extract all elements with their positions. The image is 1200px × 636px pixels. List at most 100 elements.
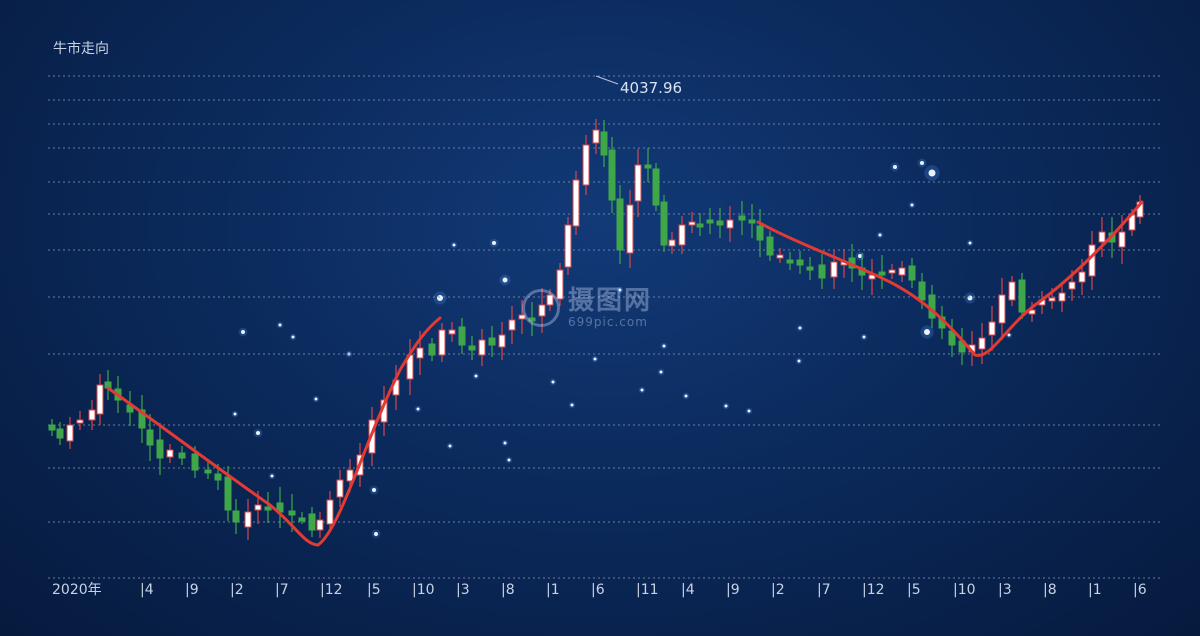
candle-body-3: [76, 419, 84, 424]
x-tick-label-7: |10: [412, 582, 435, 598]
star-14: [256, 431, 260, 435]
candle-body-60: [652, 168, 660, 206]
x-tick-label-18: |5: [907, 582, 921, 598]
x-tick-label-3: |2: [230, 582, 244, 598]
candle-body-51: [572, 179, 580, 227]
candle-body-38: [448, 329, 456, 335]
star-34: [314, 397, 318, 401]
candle-body-66: [706, 219, 714, 224]
candle-body-61: [660, 201, 668, 246]
x-tick-label-5: |12: [320, 582, 343, 598]
candle-body-37: [438, 329, 446, 356]
x-tick-label-4: |7: [275, 582, 289, 598]
star-3: [928, 169, 936, 177]
candle-body-96: [1008, 281, 1016, 301]
candle-body-95: [998, 294, 1006, 324]
candle-body-19: [244, 511, 252, 528]
x-tick-label-10: |1: [546, 582, 560, 598]
candle-body-86: [908, 265, 916, 281]
candle-body-52: [582, 144, 590, 186]
x-tick-label-20: |3: [998, 582, 1012, 598]
star-38: [878, 233, 882, 237]
candle-body-63: [678, 224, 686, 246]
star-39: [1007, 333, 1011, 337]
star-36: [798, 326, 802, 330]
star-35: [416, 407, 420, 411]
candle-body-98: [1028, 309, 1036, 315]
x-tick-label-1: |4: [140, 582, 154, 598]
star-7: [967, 295, 973, 301]
candle-body-44: [508, 319, 516, 331]
candle-body-15: [204, 469, 212, 474]
candle-body-28: [336, 479, 344, 498]
star-22: [570, 403, 574, 407]
candle-body-68: [726, 219, 734, 229]
candle-body-88: [928, 294, 936, 319]
x-tick-label-13: |4: [681, 582, 695, 598]
star-40: [474, 374, 478, 378]
candle-body-4: [88, 409, 96, 421]
star-31: [278, 323, 282, 327]
star-28: [503, 441, 507, 445]
star-0: [437, 295, 443, 301]
candle-body-1: [56, 428, 64, 439]
star-8: [968, 241, 972, 245]
star-12: [372, 488, 376, 492]
star-10: [924, 329, 930, 335]
star-4: [920, 161, 924, 165]
star-9: [858, 254, 862, 258]
star-32: [291, 335, 295, 339]
candle-body-25: [308, 513, 316, 531]
star-18: [662, 344, 666, 348]
candle-body-16: [214, 473, 222, 481]
candle-body-94: [988, 321, 996, 336]
candle-body-10: [146, 429, 154, 446]
x-axis-ticks: 2020年 |4 |9 |2 |7 |12 |5 |10 |3 |8 |1 |6 |11 |4 |9 |2 |7…: [52, 582, 1147, 598]
candle-body-36: [428, 343, 436, 356]
x-tick-label-17: |12: [862, 582, 885, 598]
candle-body-55: [608, 149, 616, 201]
peak-value-label: 4037.96: [620, 79, 682, 97]
star-25: [747, 409, 751, 413]
star-16: [270, 474, 274, 478]
star-13: [374, 532, 378, 536]
star-26: [684, 394, 688, 398]
candle-body-67: [716, 220, 724, 226]
candle-body-35: [416, 347, 424, 359]
candle-body-105: [1098, 231, 1106, 243]
candle-body-101: [1058, 292, 1066, 302]
star-15: [241, 330, 245, 334]
candle-body-74: [786, 259, 794, 264]
star-24: [724, 404, 728, 408]
star-20: [593, 357, 597, 361]
candle-body-5: [96, 384, 104, 415]
star-23: [640, 388, 644, 392]
candle-body-49: [556, 269, 564, 300]
candle-body-40: [468, 345, 476, 351]
star-27: [507, 458, 511, 462]
candle-body-103: [1078, 271, 1086, 283]
trend-line: [106, 200, 1144, 547]
candle-body-39: [458, 326, 466, 346]
background-stars: [231, 158, 1013, 539]
candle-body-9: [138, 409, 146, 429]
star-6: [910, 203, 914, 207]
candle-body-17: [224, 476, 232, 511]
chart-title: 牛市走向: [53, 41, 109, 57]
gridlines: [48, 75, 1162, 579]
candle-body-18: [232, 510, 240, 523]
peak-annotation: 4037.96: [595, 75, 682, 97]
candle-body-73: [776, 254, 784, 259]
candle-body-72: [766, 236, 774, 256]
x-tick-label-19: |10: [953, 582, 976, 598]
candle-body-23: [288, 510, 296, 516]
candle-body-11: [156, 439, 164, 459]
x-tick-label-16: |7: [817, 582, 831, 598]
candle-body-58: [634, 164, 642, 202]
star-17: [618, 288, 622, 292]
candle-body-57: [626, 204, 634, 254]
candle-body-41: [478, 339, 486, 356]
star-5: [893, 165, 897, 169]
candle-body-70: [748, 219, 756, 224]
candle-body-53: [592, 129, 600, 144]
